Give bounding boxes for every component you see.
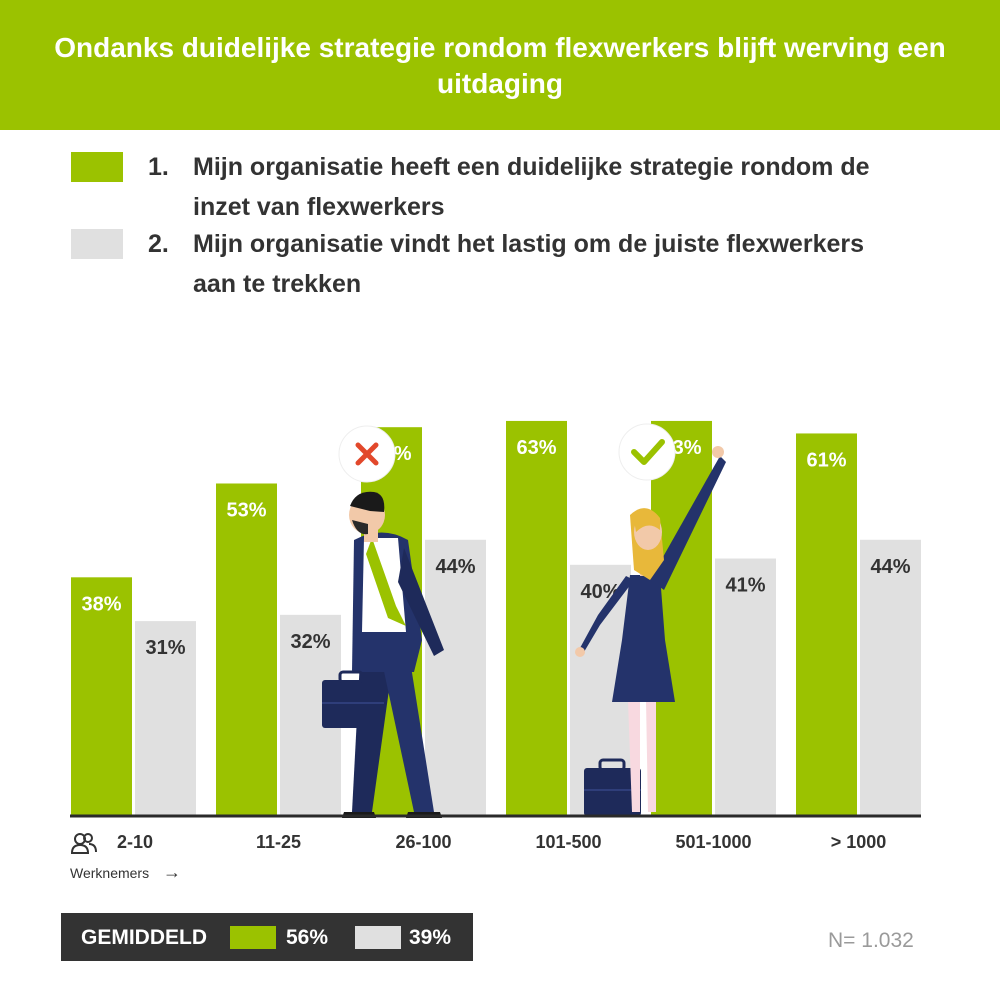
legend-number-1: 1. <box>148 153 169 181</box>
average-label: GEMIDDELD <box>81 926 207 949</box>
category-label: 101-500 <box>535 832 602 852</box>
axis-note-label: Werknemers <box>70 865 150 881</box>
category-label: 26-100 <box>395 832 452 852</box>
businesswoman-illustration <box>575 446 726 816</box>
data-label-2-11-25: 32% <box>290 631 330 653</box>
average-swatch-1 <box>230 926 276 949</box>
data-label-2-2-10: 31% <box>145 637 185 659</box>
bar-2-2-10 <box>135 621 196 815</box>
bar-1-101-500 <box>506 420 567 815</box>
bar-2-> 1000 <box>860 539 921 815</box>
bar-1-11-25 <box>216 483 277 815</box>
bar-1-2-10 <box>71 577 132 815</box>
average-bar: GEMIDDELD 56% 39% <box>61 913 473 961</box>
people-icon <box>70 833 97 854</box>
average-swatch-2 <box>355 926 401 949</box>
legend-text-1: Mijn organisatie heeft een duidelijke st… <box>193 147 913 227</box>
data-label-2-26-100: 44% <box>435 556 475 578</box>
data-label-1-101-500: 63% <box>516 437 556 459</box>
axis-note: Werknemers → <box>70 862 181 883</box>
x-badge <box>338 425 396 483</box>
businessman-illustration <box>322 491 444 818</box>
legend-text-2: Mijn organisatie vindt het lastig om de … <box>193 224 913 304</box>
sample-size-note: N= 1.032 <box>828 929 914 952</box>
data-label-2-101-500: 40% <box>580 581 620 603</box>
category-label: 2-10 <box>116 832 154 852</box>
category-label: > 1000 <box>830 832 887 852</box>
data-label-1-> 1000: 61% <box>806 449 846 471</box>
data-label-2-> 1000: 44% <box>870 556 910 578</box>
bar-2-501-1000 <box>715 558 776 815</box>
bar-2-26-100 <box>425 539 486 815</box>
bar-1-> 1000 <box>796 433 857 815</box>
check-badge <box>618 423 676 481</box>
legend-text-1-line1: Mijn organisatie heeft een duidelijke st… <box>193 153 870 181</box>
average-value-2: 39% <box>409 926 452 949</box>
header-banner: Ondanks duidelijke strategie rondom flex… <box>0 0 1000 130</box>
data-label-1-11-25: 53% <box>226 499 266 521</box>
category-label: 501-1000 <box>675 832 752 852</box>
bars-group: 38%31%53%32%62%44%63%40%63%41%61%44% <box>71 420 921 815</box>
legend-text-1-line2: inzet van flexwerkers <box>193 193 445 221</box>
bar-chart: 38%31%53%32%62%44%63%40%63%41%61%44% <box>70 420 921 818</box>
legend-swatch-1 <box>71 152 123 182</box>
check-icon <box>631 439 665 465</box>
x-icon <box>355 442 379 466</box>
data-label-2-501-1000: 41% <box>725 575 765 597</box>
data-label-1-2-10: 38% <box>81 593 121 615</box>
legend-text-2-line2: aan te trekken <box>193 270 362 298</box>
category-label: 11-25 <box>255 832 302 852</box>
legend-text-2-line1: Mijn organisatie vindt het lastig om de … <box>193 230 865 258</box>
legend-number-2: 2. <box>148 230 169 258</box>
arrow-right-icon: → <box>162 862 181 882</box>
average-value-1: 56% <box>286 926 329 949</box>
chart-title: Ondanks duidelijke strategie rondom flex… <box>54 32 946 99</box>
legend-swatch-2 <box>71 229 123 259</box>
